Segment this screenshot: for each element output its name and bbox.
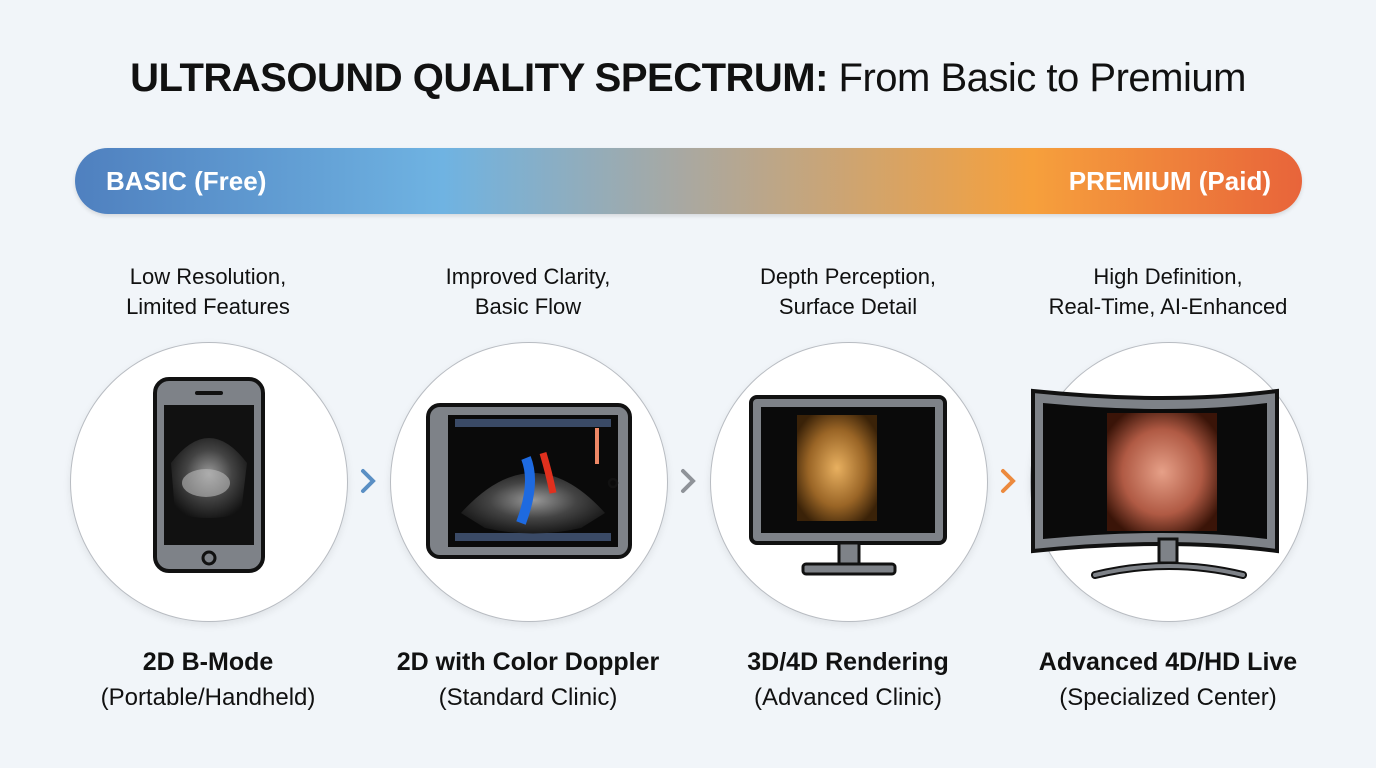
basic-label: BASIC (Free) — [106, 166, 267, 196]
chevron-right-icon — [681, 469, 696, 493]
page-title: ULTRASOUND QUALITY SPECTRUM: From Basic … — [130, 56, 1246, 100]
tier-2-setting: (Standard Clinic) — [438, 684, 618, 711]
tier-4-description: High Definition, Real-Time, AI-Enhanced — [1048, 264, 1288, 319]
tier-3-name: 3D/4D Rendering — [747, 648, 949, 676]
chevron-right-icon — [1001, 469, 1016, 493]
chevron-right-icon — [361, 469, 376, 493]
curved-tv-icon — [1031, 388, 1279, 579]
tier-1-name: 2D B-Mode — [142, 648, 274, 676]
monitor-icon — [749, 395, 947, 576]
tier-3-circle — [710, 342, 988, 622]
premium-label: PREMIUM (Paid) — [1068, 166, 1271, 196]
quality-spectrum-bar: BASIC (Free) PREMIUM (Paid) — [75, 148, 1302, 214]
tier-2-description: Improved Clarity, Basic Flow — [445, 264, 611, 319]
tier-1-description: Low Resolution, Limited Features — [126, 264, 290, 319]
tier-4-circle — [1030, 342, 1308, 622]
tablet-icon — [426, 403, 632, 559]
tier-3-setting: (Advanced Clinic) — [753, 684, 943, 711]
smartphone-icon — [153, 377, 265, 573]
tier-3-description: Depth Perception, Surface Detail — [759, 264, 937, 319]
tier-1-circle — [70, 342, 348, 622]
tier-4-name: Advanced 4D/HD Live — [1038, 648, 1298, 676]
tier-1-setting: (Portable/Handheld) — [100, 684, 316, 711]
tier-2-name: 2D with Color Doppler — [396, 648, 660, 676]
tier-2-circle — [390, 342, 668, 622]
tier-4-setting: (Specialized Center) — [1059, 684, 1277, 711]
